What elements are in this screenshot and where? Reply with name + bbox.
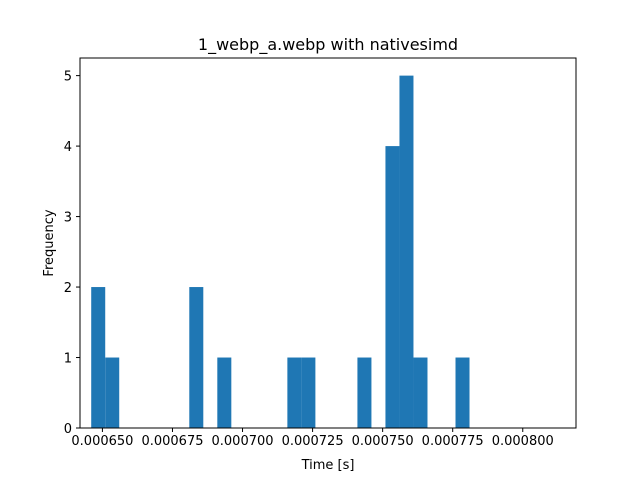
bars-group [91,75,470,428]
y-axis-ticks: 0 1 2 3 4 5 [64,70,80,437]
y-tick-label: 4 [64,140,72,155]
histogram-bar [301,357,316,428]
histogram-bar [105,357,120,428]
histogram-bar [385,146,400,428]
histogram-bar [413,357,428,428]
histogram-bar [357,357,372,428]
histogram-bar [399,75,414,428]
x-tick-label: 0.000750 [352,434,414,449]
y-tick-label: 1 [64,352,72,367]
x-tick-label: 0.000700 [212,434,274,449]
x-axis-label: Time [s] [301,458,355,473]
histogram-bar [287,357,302,428]
y-tick-label: 3 [64,211,72,226]
x-tick-label: 0.000800 [492,434,554,449]
x-tick-label: 0.000650 [71,434,133,449]
y-tick-label: 0 [64,422,72,437]
x-axis-ticks: 0.000650 0.000675 0.000700 0.000725 0.000750… [71,428,554,449]
x-tick-label: 0.000775 [422,434,484,449]
x-tick-label: 0.000725 [282,434,344,449]
histogram-bar [189,287,204,428]
chart-title: 1_webp_a.webp with nativesimd [198,35,458,55]
histogram-bar [91,287,106,428]
y-tick-label: 5 [64,70,72,85]
histogram-bar [455,357,470,428]
plot-frame [79,57,577,429]
x-tick-label: 0.000675 [141,434,203,449]
y-axis-label: Frequency [42,209,57,276]
y-tick-label: 2 [64,281,72,296]
histogram-bar [217,357,232,428]
